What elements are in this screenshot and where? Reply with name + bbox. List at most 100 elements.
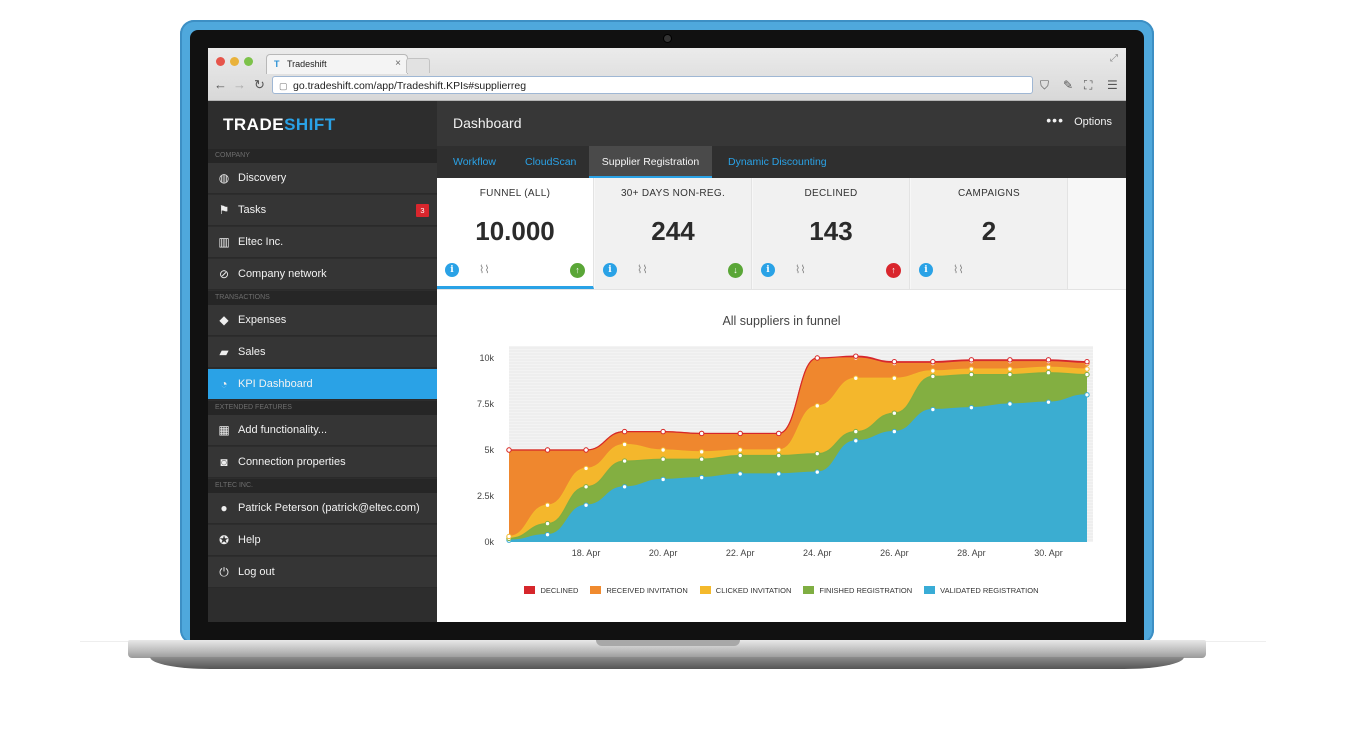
sidebar-item-eltec[interactable]: ▥ Eltec Inc.	[208, 227, 437, 258]
kpi-card-non-registered[interactable]: 30+ DAYS NON-REG. 244 i ⌇⌇ ↓	[595, 178, 752, 289]
info-icon[interactable]: i	[761, 263, 775, 277]
x-tick-label: 28. Apr	[957, 548, 986, 558]
data-point	[698, 430, 705, 437]
reload-icon[interactable]: ↻	[254, 77, 265, 92]
chart-plot: 0k 2.5k 5k 7.5k 10k 18. Apr 20. Apr 22. Apr 24. …	[477, 346, 1093, 558]
x-tick-label: 30. Apr	[1034, 548, 1063, 558]
grid-icon: ▦	[218, 423, 230, 437]
data-point	[968, 371, 975, 378]
maximize-window-button[interactable]	[244, 57, 253, 66]
data-point	[776, 447, 782, 453]
data-point	[737, 430, 743, 437]
link-icon: ⊘	[218, 267, 230, 281]
back-icon[interactable]: ←	[214, 77, 227, 92]
sidebar-item-connection-properties[interactable]: ◙ Connection properties	[208, 447, 437, 478]
data-point	[814, 403, 820, 409]
options-button[interactable]: Options	[1074, 116, 1112, 128]
data-point	[1084, 366, 1090, 372]
data-point	[930, 368, 936, 374]
forward-icon[interactable]: →	[233, 77, 246, 92]
kpi-value: 143	[809, 216, 853, 246]
tab-workflow[interactable]: Workflow	[453, 156, 496, 168]
minimize-window-button[interactable]	[230, 57, 239, 66]
kpi-card-declined[interactable]: DECLINED 143 i ⌇⌇ ↑	[753, 178, 910, 289]
info-icon[interactable]: i	[445, 263, 459, 277]
info-icon[interactable]: i	[603, 263, 617, 277]
kpi-value: 10.000	[475, 216, 555, 246]
data-point	[583, 484, 589, 490]
camera-icon	[663, 34, 672, 43]
data-point	[1045, 357, 1052, 363]
sidebar-item-label: Sales	[238, 346, 266, 358]
sidebar-item-label: Expenses	[238, 314, 287, 326]
kpi-row: FUNNEL (ALL) 10.000 i ⌇⌇ ↑ 30+ DAYS NON-…	[437, 178, 1126, 290]
data-point	[1045, 399, 1052, 405]
new-tab-button[interactable]	[406, 58, 430, 73]
line-declined	[508, 355, 1088, 451]
address-bar[interactable]: ▢ go.tradeshift.com/app/Tradeshift.KPIs#…	[272, 76, 1033, 94]
legend-label: Received invitation	[606, 586, 688, 595]
data-point	[776, 471, 782, 477]
legend-item[interactable]: Received invitation	[590, 586, 688, 595]
sidebar-item-help[interactable]: ✪ Help	[208, 525, 437, 556]
data-point	[968, 404, 975, 411]
tab-dynamic-discounting[interactable]: Dynamic Discounting	[728, 156, 827, 168]
sidebar-item-expenses[interactable]: ◆ Expenses	[208, 305, 437, 336]
data-point	[621, 458, 628, 464]
browser-tab[interactable]: T Tradeshift ×	[266, 54, 408, 74]
legend-item[interactable]: Validated registration	[924, 586, 1039, 595]
sidebar-item-user-profile[interactable]: ● Patrick Peterson (patrick@eltec.com)	[208, 493, 437, 524]
kpi-card-funnel[interactable]: FUNNEL (ALL) 10.000 i ⌇⌇ ↑	[437, 178, 594, 289]
sparkline-icon[interactable]: ⌇⌇	[953, 264, 964, 276]
legend-item[interactable]: Clicked invitation	[699, 586, 791, 595]
pocket-icon[interactable]: ⛉	[1040, 78, 1050, 92]
data-point	[544, 447, 551, 453]
data-point	[891, 428, 898, 435]
y-tick-label: 0k	[484, 537, 494, 547]
close-window-button[interactable]	[216, 57, 225, 66]
data-point	[544, 520, 551, 527]
data-point	[814, 450, 820, 457]
sidebar-item-sales[interactable]: ▰ Sales	[208, 337, 437, 368]
legend-item[interactable]: Declined	[524, 586, 578, 595]
data-point	[930, 358, 936, 365]
tab-cloudscan[interactable]: CloudScan	[525, 156, 577, 168]
data-point	[853, 375, 859, 381]
sparkline-icon[interactable]: ⌇⌇	[637, 264, 648, 276]
sidebar-section-company: COMPANY	[208, 149, 437, 163]
data-point	[1084, 371, 1090, 378]
tab-bar: Workflow CloudScan Supplier Registration…	[437, 146, 1126, 178]
y-tick-label: 5k	[484, 445, 494, 455]
data-point	[1007, 366, 1013, 372]
tradeshift-logo[interactable]: TRADESHIFT	[223, 115, 336, 135]
sparkline-icon[interactable]: ⌇⌇	[795, 264, 806, 276]
info-icon[interactable]: i	[919, 263, 933, 277]
tradeshift-favicon-icon: T	[274, 59, 280, 69]
trend-up-icon: ↑	[886, 263, 901, 278]
menu-icon[interactable]: ☰	[1107, 78, 1118, 92]
sidebar-item-logout[interactable]: ⏻ Log out	[208, 557, 437, 588]
kpi-card-campaigns[interactable]: CAMPAIGNS 2 i ⌇⌇	[911, 178, 1068, 289]
data-point	[891, 375, 898, 381]
sidebar-item-tasks[interactable]: ⚑ Tasks 3	[208, 195, 437, 226]
tab-supplier-registration[interactable]: Supplier Registration	[589, 146, 712, 178]
sparkline-icon[interactable]: ⌇⌇	[479, 264, 490, 276]
wrench-icon[interactable]: ✎	[1063, 78, 1074, 92]
screenshot-icon[interactable]: ⛶	[1084, 78, 1093, 92]
sidebar-item-company-network[interactable]: ⊘ Company network	[208, 259, 437, 290]
sidebar-item-add-functionality[interactable]: ▦ Add functionality...	[208, 415, 437, 446]
data-point	[1084, 358, 1090, 365]
chart-title: All suppliers in funnel	[722, 314, 841, 328]
main-header: Dashboard ••• Options	[437, 101, 1126, 146]
data-point	[1045, 370, 1052, 376]
legend-item[interactable]: Finished registration	[803, 586, 912, 595]
sidebar-item-kpi-dashboard[interactable]: ◔ KPI Dashboard	[208, 369, 437, 400]
data-point	[583, 447, 589, 453]
sidebar-item-discovery[interactable]: ◍ Discovery	[208, 163, 437, 194]
more-dots-icon[interactable]: •••	[1046, 112, 1064, 128]
sidebar-section-eltec: ELTEC INC.	[208, 479, 437, 493]
legend-label: Validated registration	[940, 586, 1039, 595]
laptop-base-bottom	[150, 657, 1184, 669]
close-tab-icon[interactable]: ×	[395, 58, 401, 69]
fullscreen-icon[interactable]: ⤢	[1110, 53, 1118, 64]
